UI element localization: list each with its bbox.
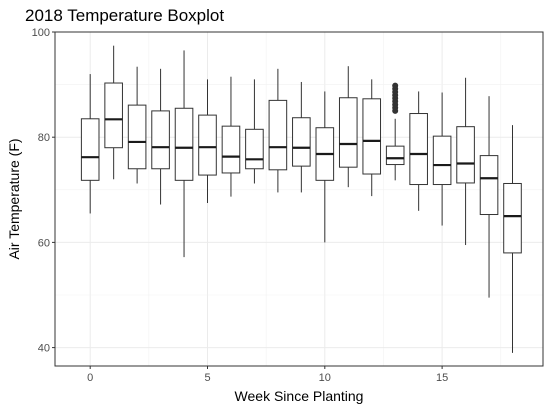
box-week-12 [362, 79, 382, 197]
box-week-4 [174, 50, 194, 258]
iqr-box [80, 118, 100, 181]
box-week-1 [104, 45, 123, 180]
box-week-7 [245, 79, 264, 184]
iqr-box [432, 135, 452, 186]
panel-border [54, 31, 544, 367]
iqr-box [221, 125, 241, 174]
box-week-18 [503, 125, 522, 353]
box-week-14 [409, 91, 428, 211]
y-axis-label: Air Temperature (F) [6, 138, 22, 259]
iqr-box [362, 98, 382, 175]
iqr-box [409, 113, 428, 186]
outlier-point [392, 82, 399, 89]
box-week-0 [80, 74, 100, 214]
box-week-13 [385, 82, 405, 181]
box-week-16 [456, 77, 475, 246]
iqr-box [338, 97, 358, 168]
x-tick-label: 15 [436, 372, 448, 384]
y-axis-ticks: 40 60 80 100 [32, 27, 55, 355]
y-tick-label: 60 [38, 237, 50, 249]
box-week-5 [198, 79, 217, 203]
iqr-box [503, 182, 522, 254]
iqr-box [127, 104, 147, 170]
iqr-box [151, 110, 170, 170]
y-tick-label: 80 [38, 132, 50, 144]
y-tick-label: 100 [32, 27, 50, 39]
y-tick-label: 40 [38, 343, 50, 355]
chart-title: 2018 Temperature Boxplot [25, 6, 225, 25]
grid-lines [55, 31, 543, 366]
box-week-10 [315, 91, 335, 243]
x-axis-label: Week Since Planting [235, 388, 364, 404]
iqr-box [268, 99, 288, 171]
x-axis-ticks: 0 5 10 15 [87, 366, 448, 384]
box-week-15 [432, 92, 452, 226]
box-week-3 [151, 68, 170, 205]
x-tick-label: 5 [204, 372, 210, 384]
iqr-box [198, 114, 217, 176]
x-tick-label: 0 [87, 372, 93, 384]
iqr-box [292, 117, 311, 167]
box-week-17 [479, 96, 499, 298]
iqr-box [104, 82, 123, 149]
x-tick-label: 10 [319, 372, 331, 384]
box-week-2 [127, 66, 147, 184]
box-series [80, 45, 522, 353]
iqr-box [479, 155, 499, 216]
box-week-6 [221, 76, 241, 197]
iqr-box [174, 107, 194, 181]
box-week-8 [268, 68, 288, 193]
box-week-9 [292, 81, 311, 193]
iqr-box [385, 145, 405, 166]
iqr-box [456, 126, 475, 184]
iqr-box [245, 128, 264, 170]
box-week-11 [338, 66, 358, 188]
